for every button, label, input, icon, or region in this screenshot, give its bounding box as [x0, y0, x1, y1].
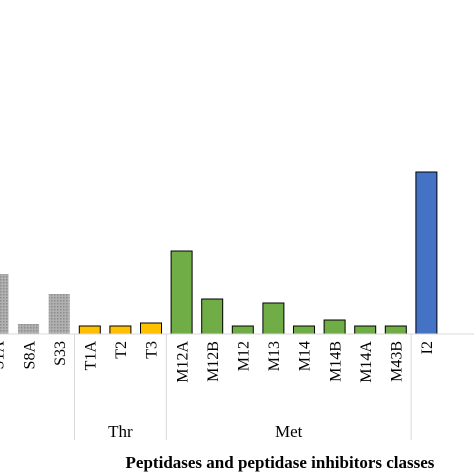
- x-tick-t3: T3: [144, 341, 161, 359]
- bar-m13: [262, 302, 285, 335]
- x-axis-title: Peptidases and peptidase inhibitors clas…: [126, 453, 435, 472]
- x-tick-t2: T2: [113, 341, 130, 359]
- group-label-met: Met: [275, 422, 303, 441]
- x-tick-m43b: M43B: [388, 341, 405, 382]
- bar-s1a: [0, 274, 9, 334]
- bar-s8a: [18, 324, 40, 334]
- bars-layer: [0, 171, 438, 335]
- x-tick-m12a: M12A: [174, 341, 191, 383]
- bar-t3: [140, 322, 162, 335]
- bar-i2: [415, 171, 438, 335]
- x-tick-s1a: S1A: [0, 341, 8, 370]
- x-tick-m14b: M14B: [327, 341, 344, 382]
- bar-m12: [231, 325, 254, 335]
- x-tick-i2: I2: [419, 341, 436, 354]
- x-tick-m13: M13: [266, 341, 283, 371]
- x-tick-s33: S33: [52, 341, 69, 366]
- bar-m12b: [201, 298, 224, 335]
- bar-m14a: [354, 325, 377, 335]
- x-tick-labels: S1A S8A S33 T1A T2 T3 M12A M12B M12 M13 M14 M14B M14…: [0, 341, 436, 383]
- x-tick-t1a: T1A: [82, 341, 99, 371]
- group-separators: [74, 334, 412, 440]
- bar-m43b: [384, 325, 407, 335]
- bar-t2: [109, 325, 132, 335]
- x-tick-m12: M12: [235, 341, 252, 371]
- x-tick-s8a: S8A: [21, 341, 38, 370]
- bar-m12a: [170, 250, 193, 335]
- group-label-thr: Thr: [108, 422, 133, 441]
- bar-s33: [48, 294, 70, 334]
- group-labels: Thr Met: [108, 422, 303, 441]
- bar-t1a: [78, 325, 101, 335]
- bar-m14: [293, 325, 315, 335]
- x-tick-m14: M14: [297, 341, 314, 371]
- x-tick-m14a: M14A: [358, 341, 375, 383]
- bar-m14b: [323, 319, 346, 335]
- x-tick-m12b: M12B: [205, 341, 222, 382]
